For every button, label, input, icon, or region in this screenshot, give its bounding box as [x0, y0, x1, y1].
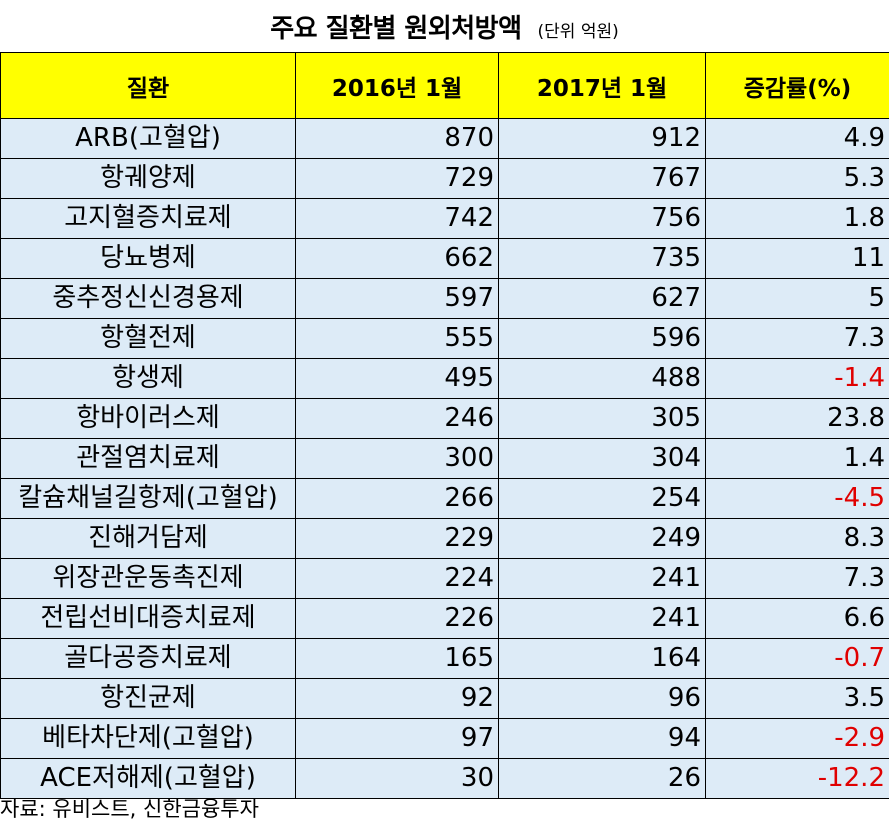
- cell-2017-jan: 164: [498, 638, 706, 679]
- cell-2017-jan: 249: [498, 518, 706, 559]
- cell-disease: 항혈전제: [0, 318, 296, 359]
- cell-growth-rate: -2.9: [705, 718, 889, 759]
- table-row: ARB(고혈압) 870 912 4.9: [0, 118, 889, 159]
- table-row: 전립선비대증치료제 226 241 6.6: [0, 598, 889, 639]
- cell-2016-jan: 92: [295, 678, 499, 719]
- cell-2017-jan: 596: [498, 318, 706, 359]
- cell-2016-jan: 224: [295, 558, 499, 599]
- cell-disease: 골다공증치료제: [0, 638, 296, 679]
- cell-2016-jan: 165: [295, 638, 499, 679]
- cell-2017-jan: 254: [498, 478, 706, 519]
- table-row: 항바이러스제 246 305 23.8: [0, 398, 889, 439]
- table-body: ARB(고혈압) 870 912 4.9 항궤양제 729 767 5.3 고지혈증치료제 742…: [0, 118, 889, 799]
- cell-disease: 전립선비대증치료제: [0, 598, 296, 639]
- cell-2017-jan: 912: [498, 118, 706, 159]
- cell-growth-rate: -1.4: [705, 358, 889, 399]
- cell-growth-rate: 4.9: [705, 118, 889, 159]
- cell-2016-jan: 300: [295, 438, 499, 479]
- header-2016-jan: 2016년 1월: [295, 52, 499, 119]
- cell-growth-rate: 8.3: [705, 518, 889, 559]
- table-row: 위장관운동촉진제 224 241 7.3: [0, 558, 889, 599]
- cell-disease: 항궤양제: [0, 158, 296, 199]
- cell-2017-jan: 756: [498, 198, 706, 239]
- cell-disease: 항바이러스제: [0, 398, 296, 439]
- cell-2017-jan: 304: [498, 438, 706, 479]
- table-row: 진해거담제 229 249 8.3: [0, 518, 889, 559]
- table-row: 항생제 495 488 -1.4: [0, 358, 889, 399]
- header-disease: 질환: [0, 52, 296, 119]
- cell-2016-jan: 226: [295, 598, 499, 639]
- table-row: 관절염치료제 300 304 1.4: [0, 438, 889, 479]
- table-row: 항진균제 92 96 3.5: [0, 678, 889, 719]
- cell-growth-rate: -4.5: [705, 478, 889, 519]
- cell-2016-jan: 870: [295, 118, 499, 159]
- table-row: 골다공증치료제 165 164 -0.7: [0, 638, 889, 679]
- cell-growth-rate: 7.3: [705, 318, 889, 359]
- cell-growth-rate: -0.7: [705, 638, 889, 679]
- table-row: 베타차단제(고혈압) 97 94 -2.9: [0, 718, 889, 759]
- cell-disease: 고지혈증치료제: [0, 198, 296, 239]
- table-row: 중추정신신경용제 597 627 5: [0, 278, 889, 319]
- cell-disease: ARB(고혈압): [0, 118, 296, 159]
- title-bar: 주요 질환별 원외처방액 (단위 억원): [0, 0, 889, 52]
- table-row: ACE저해제(고혈압) 30 26 -12.2: [0, 758, 889, 799]
- cell-growth-rate: 7.3: [705, 558, 889, 599]
- cell-2016-jan: 742: [295, 198, 499, 239]
- table-row: 항궤양제 729 767 5.3: [0, 158, 889, 199]
- cell-growth-rate: 5: [705, 278, 889, 319]
- cell-disease: 중추정신신경용제: [0, 278, 296, 319]
- unit-label: (단위 억원): [537, 21, 619, 42]
- cell-2016-jan: 555: [295, 318, 499, 359]
- cell-2016-jan: 97: [295, 718, 499, 759]
- cell-disease: 진해거담제: [0, 518, 296, 559]
- cell-growth-rate: -12.2: [705, 758, 889, 799]
- cell-disease: 항진균제: [0, 678, 296, 719]
- cell-growth-rate: 1.8: [705, 198, 889, 239]
- table-row: 당뇨병제 662 735 11: [0, 238, 889, 279]
- cell-2017-jan: 96: [498, 678, 706, 719]
- cell-2016-jan: 597: [295, 278, 499, 319]
- cell-growth-rate: 3.5: [705, 678, 889, 719]
- cell-2016-jan: 662: [295, 238, 499, 279]
- cell-2017-jan: 627: [498, 278, 706, 319]
- table-row: 항혈전제 555 596 7.3: [0, 318, 889, 359]
- source-note: 자료: 유비스트, 신한금융투자: [0, 797, 259, 821]
- page-title: 주요 질환별 원외처방액: [270, 13, 522, 44]
- header-2017-jan: 2017년 1월: [498, 52, 706, 119]
- cell-disease: 당뇨병제: [0, 238, 296, 279]
- header-row: 질환 2016년 1월 2017년 1월 증감률(%): [0, 52, 889, 119]
- cell-2017-jan: 735: [498, 238, 706, 279]
- cell-2016-jan: 30: [295, 758, 499, 799]
- cell-2016-jan: 246: [295, 398, 499, 439]
- prescription-table: 질환 2016년 1월 2017년 1월 증감률(%) ARB(고혈압) 870 9…: [0, 52, 889, 799]
- cell-disease: 위장관운동촉진제: [0, 558, 296, 599]
- cell-disease: 베타차단제(고혈압): [0, 718, 296, 759]
- cell-2017-jan: 767: [498, 158, 706, 199]
- cell-2016-jan: 266: [295, 478, 499, 519]
- table-row: 고지혈증치료제 742 756 1.8: [0, 198, 889, 239]
- cell-2016-jan: 495: [295, 358, 499, 399]
- cell-2017-jan: 241: [498, 558, 706, 599]
- table-row: 칼슘채널길항제(고혈압) 266 254 -4.5: [0, 478, 889, 519]
- header-growth-rate: 증감률(%): [705, 52, 889, 119]
- cell-growth-rate: 6.6: [705, 598, 889, 639]
- cell-2017-jan: 488: [498, 358, 706, 399]
- cell-disease: 칼슘채널길항제(고혈압): [0, 478, 296, 519]
- cell-2016-jan: 229: [295, 518, 499, 559]
- cell-disease: 항생제: [0, 358, 296, 399]
- cell-2017-jan: 26: [498, 758, 706, 799]
- cell-2017-jan: 94: [498, 718, 706, 759]
- cell-disease: ACE저해제(고혈압): [0, 758, 296, 799]
- cell-2016-jan: 729: [295, 158, 499, 199]
- cell-growth-rate: 23.8: [705, 398, 889, 439]
- cell-2017-jan: 305: [498, 398, 706, 439]
- cell-growth-rate: 1.4: [705, 438, 889, 479]
- cell-disease: 관절염치료제: [0, 438, 296, 479]
- cell-growth-rate: 11: [705, 238, 889, 279]
- cell-growth-rate: 5.3: [705, 158, 889, 199]
- cell-2017-jan: 241: [498, 598, 706, 639]
